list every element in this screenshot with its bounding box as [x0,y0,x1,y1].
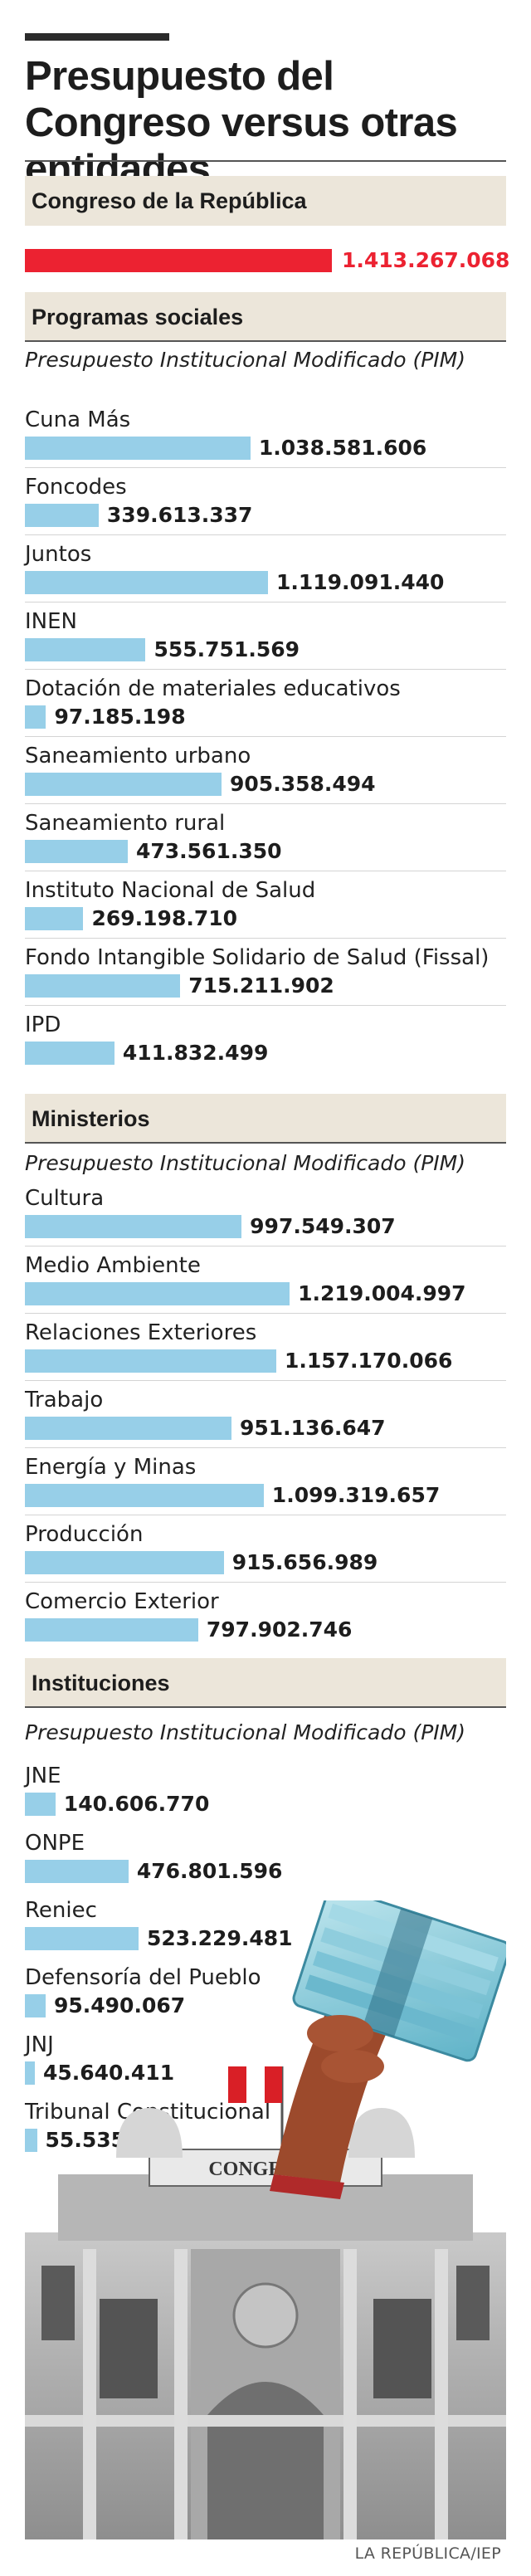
bar-value-label: 411.832.499 [123,1041,269,1066]
row-divider [25,1313,506,1314]
item-label: Producción [25,1521,143,1548]
bar-congreso [25,249,332,272]
item-label: Foncodes [25,474,127,500]
bar [25,1793,56,1816]
bar-value-label: 951.136.647 [240,1416,386,1441]
row-divider [25,534,506,535]
item-label: Saneamiento rural [25,810,225,837]
item-label: Juntos [25,541,91,568]
item-label: Relaciones Exteriores [25,1320,256,1346]
item-label: Cultura [25,1185,104,1212]
section-divider [25,1706,506,1708]
row-divider [25,938,506,939]
row-divider [25,1380,506,1381]
bar-value-label: 1.157.170.066 [285,1349,452,1373]
section-subtitle: Presupuesto Institucional Modificado (PI… [25,1720,465,1746]
row-divider [25,736,506,737]
bar [25,840,128,863]
section-header-2: Instituciones [25,1658,506,1708]
row-divider [25,1246,506,1247]
bar-value-label: 1.119.091.440 [276,570,444,595]
bar [25,773,222,796]
source-credit: LA REPÚBLICA/IEP [355,2544,501,2563]
congress-money-illustration: CONGRESO [25,1900,506,2539]
bar [25,1618,198,1642]
bar-value-label: 1.219.004.997 [298,1281,465,1306]
row-divider [25,1582,506,1583]
section-subtitle: Presupuesto Institucional Modificado (PI… [25,1150,465,1177]
item-label: ONPE [25,1830,85,1856]
item-label: JNE [25,1763,61,1789]
section-divider [25,340,506,342]
bar [25,638,145,661]
bar-value-label: 97.185.198 [54,705,185,729]
section-subtitle: Presupuesto Institucional Modificado (PI… [25,347,465,373]
bar-value-label: 140.606.770 [64,1792,210,1817]
section-divider [25,1142,506,1144]
bar-value-label: 476.801.596 [137,1859,283,1884]
title-divider [25,160,506,162]
bar-value-label: 905.358.494 [230,772,376,797]
bar [25,1042,114,1065]
item-label: Instituto Nacional de Salud [25,877,315,904]
item-label: Medio Ambiente [25,1252,201,1279]
bar-value-label: 473.561.350 [136,839,282,864]
row-divider [25,669,506,670]
congress-building: CONGRESO [25,2108,506,2539]
bar-value-label: 1.099.319.657 [272,1483,440,1508]
section-header-0: Programas sociales [25,292,506,342]
bar-value-label: 1.038.581.606 [259,436,426,461]
bar [25,1860,129,1883]
row-divider [25,1005,506,1006]
title-accent-bar [25,33,169,41]
item-label: Comercio Exterior [25,1588,219,1615]
bar [25,437,251,460]
bar-value-label: 997.549.307 [250,1214,396,1239]
chart-title: Presupuesto del Congreso versus otras en… [25,53,514,193]
bar [25,1349,276,1373]
bar [25,705,46,729]
bar [25,1484,264,1507]
section-header-1: Ministerios [25,1094,506,1144]
item-label: Saneamiento urbano [25,743,251,769]
bar [25,504,99,527]
bar-value-label: 269.198.710 [91,906,237,931]
item-label: Energía y Minas [25,1454,196,1481]
bar [25,1417,231,1440]
item-label: Trabajo [25,1387,103,1413]
bar-value-label: 715.211.902 [188,973,334,998]
row-divider [25,803,506,804]
section-header-congress: Congreso de la República [25,176,506,226]
bar [25,907,83,930]
peru-flag-icon [228,2066,282,2149]
bar-value-label: 339.613.337 [107,503,253,528]
bar-value-label: 915.656.989 [232,1550,378,1575]
row-divider [25,467,506,468]
row-divider [25,602,506,603]
item-label: Fondo Intangible Solidario de Salud (Fis… [25,944,489,971]
bar [25,1215,241,1238]
item-label: IPD [25,1012,61,1038]
bar-value-label: 797.902.746 [207,1617,353,1642]
value-congreso: 1.413.267.068 [342,248,509,273]
item-label: Dotación de materiales educativos [25,676,401,702]
row-divider [25,1447,506,1448]
bar [25,571,268,594]
item-label: INEN [25,608,77,635]
bar-value-label: 555.751.569 [153,637,300,662]
bar [25,974,180,998]
item-label: Cuna Más [25,407,130,433]
bar [25,1551,224,1574]
bar [25,1282,290,1305]
